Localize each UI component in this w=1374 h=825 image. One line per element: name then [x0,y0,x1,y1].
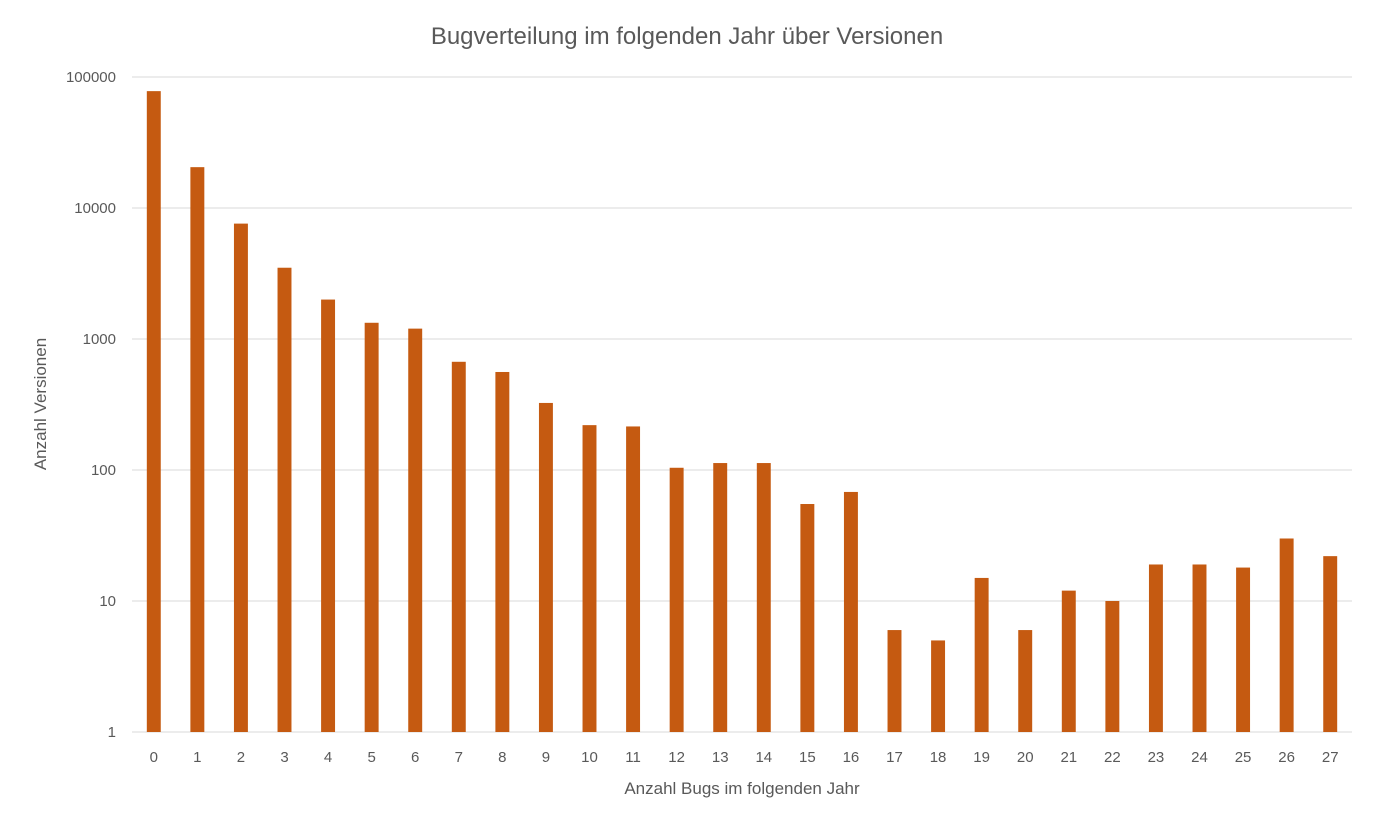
bar-18 [931,640,946,732]
x-tick-label: 24 [1191,749,1208,766]
bars [146,91,1338,733]
bar-21 [1061,590,1076,732]
x-tick-label: 4 [324,749,332,766]
x-tick-label: 10 [581,749,598,766]
bar-19 [974,577,989,732]
bar-7 [451,361,466,732]
y-tick-label: 1000 [83,331,116,348]
bar-10 [582,425,597,732]
bar-1 [190,167,205,732]
chart-title: Bugverteilung im folgenden Jahr über Ver… [431,23,943,50]
x-tick-label: 23 [1148,749,1165,766]
x-tick-label: 26 [1278,749,1295,766]
x-tick-label: 25 [1235,749,1252,766]
bar-16 [843,491,858,732]
x-tick-label: 1 [193,749,201,766]
bar-24 [1192,564,1207,732]
x-tick-label: 21 [1060,749,1077,766]
bar-23 [1148,564,1163,732]
y-tick-label: 100000 [66,69,116,86]
bar-13 [713,463,728,732]
bar-20 [1018,630,1033,732]
x-tick-label: 12 [668,749,685,766]
x-tick-label: 20 [1017,749,1034,766]
x-tick-label: 6 [411,749,419,766]
bar-12 [669,467,684,732]
x-tick-label: 8 [498,749,506,766]
x-axis-ticks: 0 1 2 3 4 5 6 7 8 9 10 11 12 13 14 15 16 17 18 19 20 21 22 23 24… [150,749,1339,766]
bar-15 [800,504,815,732]
x-tick-label: 19 [973,749,990,766]
y-tick-label: 10000 [74,200,116,217]
x-tick-label: 0 [150,749,158,766]
x-tick-label: 11 [625,749,641,766]
x-tick-label: 7 [455,749,463,766]
bar-9 [538,402,553,732]
x-tick-label: 27 [1322,749,1339,766]
x-tick-label: 3 [280,749,288,766]
gridlines [132,76,1352,733]
x-tick-label: 16 [843,749,860,766]
bar-22 [1105,601,1120,732]
x-tick-label: 18 [930,749,947,766]
bar-11 [626,426,641,732]
x-tick-label: 5 [367,749,375,766]
x-tick-label: 9 [542,749,550,766]
x-axis-label: Anzahl Bugs im folgenden Jahr [624,779,860,798]
x-tick-label: 2 [237,749,245,766]
bar-17 [887,630,902,732]
bar-26 [1279,538,1294,732]
bar-4 [321,299,336,732]
bar-5 [364,322,379,732]
y-tick-label: 100 [91,462,116,479]
x-tick-label: 15 [799,749,816,766]
x-tick-label: 22 [1104,749,1121,766]
bar-2 [233,223,248,733]
y-axis-ticks: 1 10 100 1000 10000 100000 [66,69,116,741]
y-axis-label: Anzahl Versionen [31,338,50,470]
bar-8 [495,371,510,732]
y-tick-label: 10 [99,593,116,610]
y-tick-label: 1 [108,724,116,741]
bar-6 [408,328,423,732]
x-tick-label: 17 [886,749,903,766]
bar-14 [756,463,771,732]
bar-27 [1323,556,1338,732]
bar-25 [1236,567,1251,732]
x-tick-label: 13 [712,749,729,766]
bar-0 [146,91,161,732]
x-tick-label: 14 [755,749,772,766]
bar-3 [277,267,292,732]
